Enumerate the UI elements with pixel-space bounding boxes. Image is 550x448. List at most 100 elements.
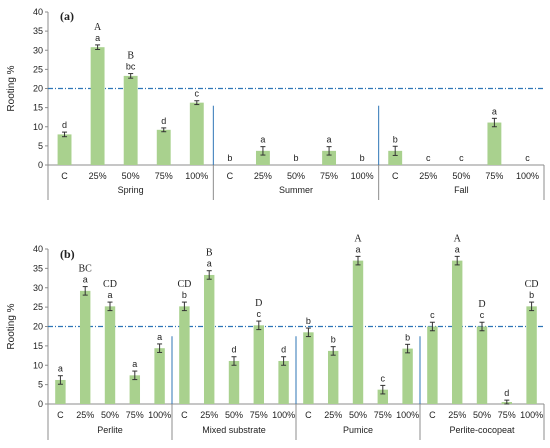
bar — [388, 150, 403, 165]
x-tick-label: C — [61, 171, 68, 181]
significance-letter: b — [182, 290, 187, 300]
y-tick-label: 25 — [33, 64, 43, 74]
x-tick-label: 25% — [448, 410, 466, 420]
bar — [352, 260, 364, 404]
significance-letter: a — [58, 364, 63, 374]
significance-letter: d — [231, 345, 236, 355]
x-tick-label: 75% — [498, 410, 516, 420]
x-tick-label: 25% — [254, 171, 272, 181]
y-tick-label: 15 — [33, 103, 43, 113]
bar — [189, 102, 204, 165]
significance-letter: bc — [126, 62, 136, 72]
group-significance-letter: A — [354, 233, 362, 244]
group-significance-letter: CD — [103, 279, 117, 290]
y-tick-label: 35 — [33, 26, 43, 36]
y-axis-title: Rooting % — [6, 303, 17, 349]
bar — [179, 306, 190, 404]
y-tick-label: 20 — [33, 322, 43, 332]
y-tick-label: 25 — [33, 302, 43, 312]
significance-letter: d — [161, 116, 166, 126]
significance-letter: a — [327, 135, 332, 145]
bar — [526, 306, 537, 404]
group-significance-letter: B — [206, 248, 213, 259]
bar — [322, 150, 337, 165]
group-label: Perlite — [97, 425, 123, 435]
x-tick-label: 50% — [452, 171, 470, 181]
significance-letter: a — [207, 259, 212, 269]
y-tick-label: 10 — [33, 122, 43, 132]
significance-letter: b — [293, 153, 298, 163]
panel-label: (b) — [60, 247, 75, 261]
significance-letter: b — [529, 290, 534, 300]
bar — [228, 360, 240, 404]
significance-letter: a — [132, 359, 137, 369]
y-tick-label: 30 — [33, 45, 43, 55]
bar — [303, 332, 314, 404]
x-tick-label: 100% — [516, 171, 539, 181]
group-label: Pumice — [343, 425, 373, 435]
x-tick-label: 50% — [122, 171, 140, 181]
x-tick-label: C — [181, 410, 188, 420]
significance-letter: d — [281, 345, 286, 355]
y-tick-label: 15 — [33, 341, 43, 351]
x-tick-label: 75% — [485, 171, 503, 181]
group-label: Fall — [454, 185, 469, 195]
x-tick-label: 50% — [473, 410, 491, 420]
x-tick-label: 50% — [101, 410, 119, 420]
y-axis-title: Rooting % — [6, 65, 17, 111]
x-tick-label: C — [305, 410, 312, 420]
y-tick-label: 30 — [33, 283, 43, 293]
significance-letter: a — [95, 33, 100, 43]
bar — [427, 326, 438, 404]
group-label: Perlite-cocopeat — [449, 425, 515, 435]
x-tick-label: 25% — [419, 171, 437, 181]
x-tick-label: 75% — [320, 171, 338, 181]
bar — [154, 348, 165, 404]
bar — [57, 134, 72, 165]
significance-letter: a — [492, 106, 497, 116]
bar — [327, 350, 339, 404]
bar — [255, 150, 270, 165]
significance-letter: d — [62, 120, 67, 130]
significance-letter: c — [257, 309, 262, 319]
y-tick-label: 20 — [33, 84, 43, 94]
y-tick-label: 40 — [33, 7, 43, 17]
significance-letter: b — [360, 153, 365, 163]
x-tick-label: 100% — [396, 410, 419, 420]
group-label: Spring — [118, 185, 144, 195]
significance-letter: a — [455, 244, 460, 254]
x-tick-label: C — [429, 410, 436, 420]
group-label: Mixed substrate — [202, 425, 266, 435]
group-significance-letter: A — [454, 233, 462, 244]
bar — [253, 325, 265, 404]
x-tick-label: 75% — [374, 410, 392, 420]
significance-letter: a — [355, 244, 360, 254]
bar — [104, 306, 116, 404]
y-tick-label: 40 — [33, 244, 43, 254]
x-tick-label: 25% — [200, 410, 218, 420]
bar — [377, 389, 389, 404]
x-tick-label: 25% — [89, 171, 107, 181]
bar — [487, 122, 502, 165]
x-tick-label: 100% — [272, 410, 295, 420]
group-significance-letter: B — [127, 51, 134, 62]
x-tick-label: 100% — [351, 171, 374, 181]
bar — [203, 274, 215, 404]
significance-letter: c — [525, 153, 530, 163]
significance-letter: c — [195, 89, 200, 99]
group-label: Summer — [279, 185, 313, 195]
y-tick-label: 0 — [38, 399, 43, 409]
significance-letter: c — [480, 310, 485, 320]
x-tick-label: 50% — [287, 171, 305, 181]
group-significance-letter: D — [478, 299, 485, 310]
group-significance-letter: CD — [525, 279, 539, 290]
y-tick-label: 35 — [33, 263, 43, 273]
significance-letter: c — [430, 310, 435, 320]
significance-letter: b — [306, 316, 311, 326]
significance-letter: b — [393, 134, 398, 144]
x-tick-label: 75% — [126, 410, 144, 420]
x-tick-label: C — [392, 171, 399, 181]
bar — [90, 47, 105, 165]
